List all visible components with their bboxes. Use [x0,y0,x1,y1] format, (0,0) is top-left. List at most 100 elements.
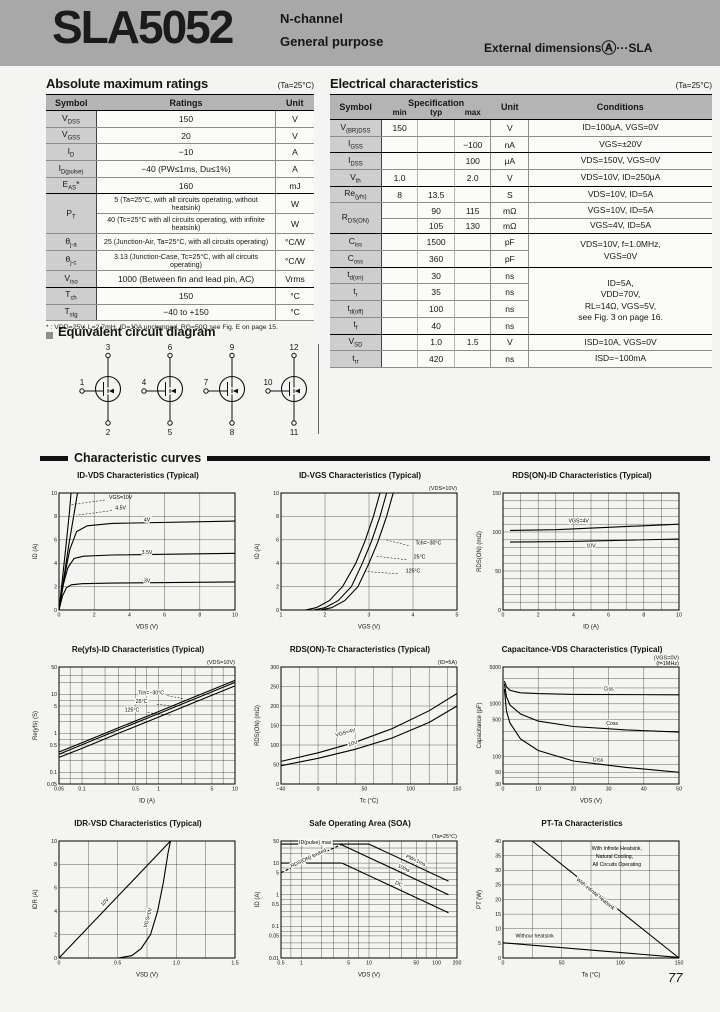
svg-text:(VDS=10V): (VDS=10V) [429,486,457,492]
max-cell [453,317,491,335]
symbol-cell: RDS(ON) [330,202,382,235]
abs-max-table: Symbol Ratings Unit VDSS 150 V VGSS 20 V ID −10… [46,94,314,322]
elec-col-min: min [381,107,418,120]
symbol-cell: EAS* [46,177,97,195]
svg-text:4: 4 [276,561,279,567]
svg-text:6: 6 [54,886,57,892]
svg-text:50: 50 [273,839,279,845]
abs-header-row: Symbol Ratings Unit [46,94,314,111]
elec-table-row: tr 35 ns [330,283,712,302]
svg-text:100: 100 [270,743,279,749]
svg-text:25°C: 25°C [414,555,426,561]
symbol-cell: IDSS [330,152,382,171]
max-cell: 130 [453,218,491,235]
rating-cell: 5 (Ta=25°C, with all circuits operating,… [96,193,276,215]
symbol-cell: Viso [46,270,97,288]
symbol-cell: VGSS [46,127,97,145]
series-DC [341,862,449,914]
svg-text:20: 20 [495,897,501,903]
series-VGS=0V [117,840,172,959]
unit-cell: ns [490,283,529,302]
conditions-cell: VDS=10V, ID=250μA [528,169,712,187]
symbol-cell: ID [46,143,97,162]
svg-text:2: 2 [537,613,540,619]
min-cell [380,250,418,268]
symbol-cell: Coss [330,250,382,268]
svg-text:8: 8 [230,428,235,437]
chart-title: Safe Operating Area (SOA) [309,819,411,828]
svg-text:VGS (V): VGS (V) [358,625,380,631]
symbol-cell: VDSS [46,110,97,128]
svg-text:2: 2 [54,932,57,938]
typ-cell: 420 [417,350,455,368]
header-band: SLA5052 N-channel General purpose Extern… [0,0,720,66]
svg-text:8: 8 [198,613,201,619]
elec-col-spec: Specification [381,94,491,108]
unit-cell: V [275,127,314,145]
svg-text:5: 5 [54,704,57,710]
symbol-cell: Tstg [46,304,97,322]
svg-text:Without heatsink: Without heatsink [516,934,555,940]
unit-cell: A [275,160,314,178]
svg-text:0.05: 0.05 [269,934,279,940]
abs-table-row: Viso 1000 (Between fin and lead pin, AC) V… [46,270,314,288]
svg-text:0.05: 0.05 [54,787,64,793]
svg-text:6: 6 [54,538,57,544]
svg-text:RDS(ON) (mΩ): RDS(ON) (mΩ) [255,705,261,746]
chart-plot: 0 10 20 30 40 50 30 50 100 500 1000 5000 VDS (V) Capa… [477,656,682,805]
page-number: 77 [668,970,683,985]
elec-col-typ: typ [417,107,455,120]
mosfet-device: 3 1 2 [79,343,122,437]
series-VGS=10V [509,538,680,543]
unit-cell: °C [275,304,314,322]
svg-text:3.5V: 3.5V [142,550,153,556]
max-cell [453,300,491,318]
svg-text:50: 50 [273,762,279,768]
svg-text:10: 10 [264,378,273,387]
symbol-cell: Re(yfs) [330,186,382,204]
symbol-cell: θj-c [46,250,97,272]
svg-text:6: 6 [168,343,173,352]
curves-title: Characteristic curves [74,451,202,465]
svg-text:10: 10 [232,787,238,793]
svg-text:2: 2 [93,613,96,619]
typ-cell [417,119,455,137]
svg-text:VGS=10V: VGS=10V [109,495,133,501]
abs-table-row: θj-a 25 (Junction-Air, Ta=25°C, with all … [46,233,314,252]
series-Tch=−30°C [320,492,394,611]
series-PW=10ms [339,843,449,896]
rating-cell: 150 [96,110,276,128]
svg-text:0: 0 [276,608,279,614]
chart-title: ID-VGS Characteristics (Typical) [298,471,422,480]
svg-text:25°C: 25°C [136,699,148,705]
equivalent-circuit-section: Equivalent circuit diagram 3 1 2 6 4 5 9 7 8 12 10… [46,324,326,445]
svg-text:4: 4 [572,613,575,619]
svg-text:0: 0 [502,961,505,967]
symbol-cell: ID(pulse) [46,160,97,178]
svg-text:Coss: Coss [606,721,618,727]
svg-text:2: 2 [54,584,57,590]
abs-col-symbol: Symbol [46,94,97,111]
unit-cell: °C/W [275,233,314,252]
max-cell: 100 [453,152,491,171]
series-VGS=4V [509,523,680,531]
min-cell [380,283,418,302]
svg-text:3V: 3V [144,579,151,585]
chart-yfs-id: Re(yfs)-ID Characteristics (Typical) 0.05… [30,644,246,805]
svg-text:4: 4 [412,613,415,619]
svg-text:Natural Cooling,: Natural Cooling, [596,854,633,860]
elec-table-row: Re(yfs) 8 13.5 S VDS=10V, ID=5A [330,186,712,204]
svg-text:1: 1 [280,613,283,619]
symbol-cell: td(on) [330,267,382,285]
symbol-cell: VSD [330,334,382,352]
unit-cell: V [275,110,314,128]
svg-text:Re(yfs) (S): Re(yfs) (S) [33,711,39,740]
svg-text:150: 150 [492,491,501,497]
typ-cell [417,169,455,187]
min-cell [380,218,418,235]
elec-table-row: IGSS −100 nA VGS=±20V [330,136,712,154]
unit-cell: A [275,143,314,162]
chart-title: Capacitance-VDS Characteristics (Typical… [501,645,663,654]
svg-text:10V: 10V [586,544,596,550]
svg-text:0.01: 0.01 [269,956,279,962]
